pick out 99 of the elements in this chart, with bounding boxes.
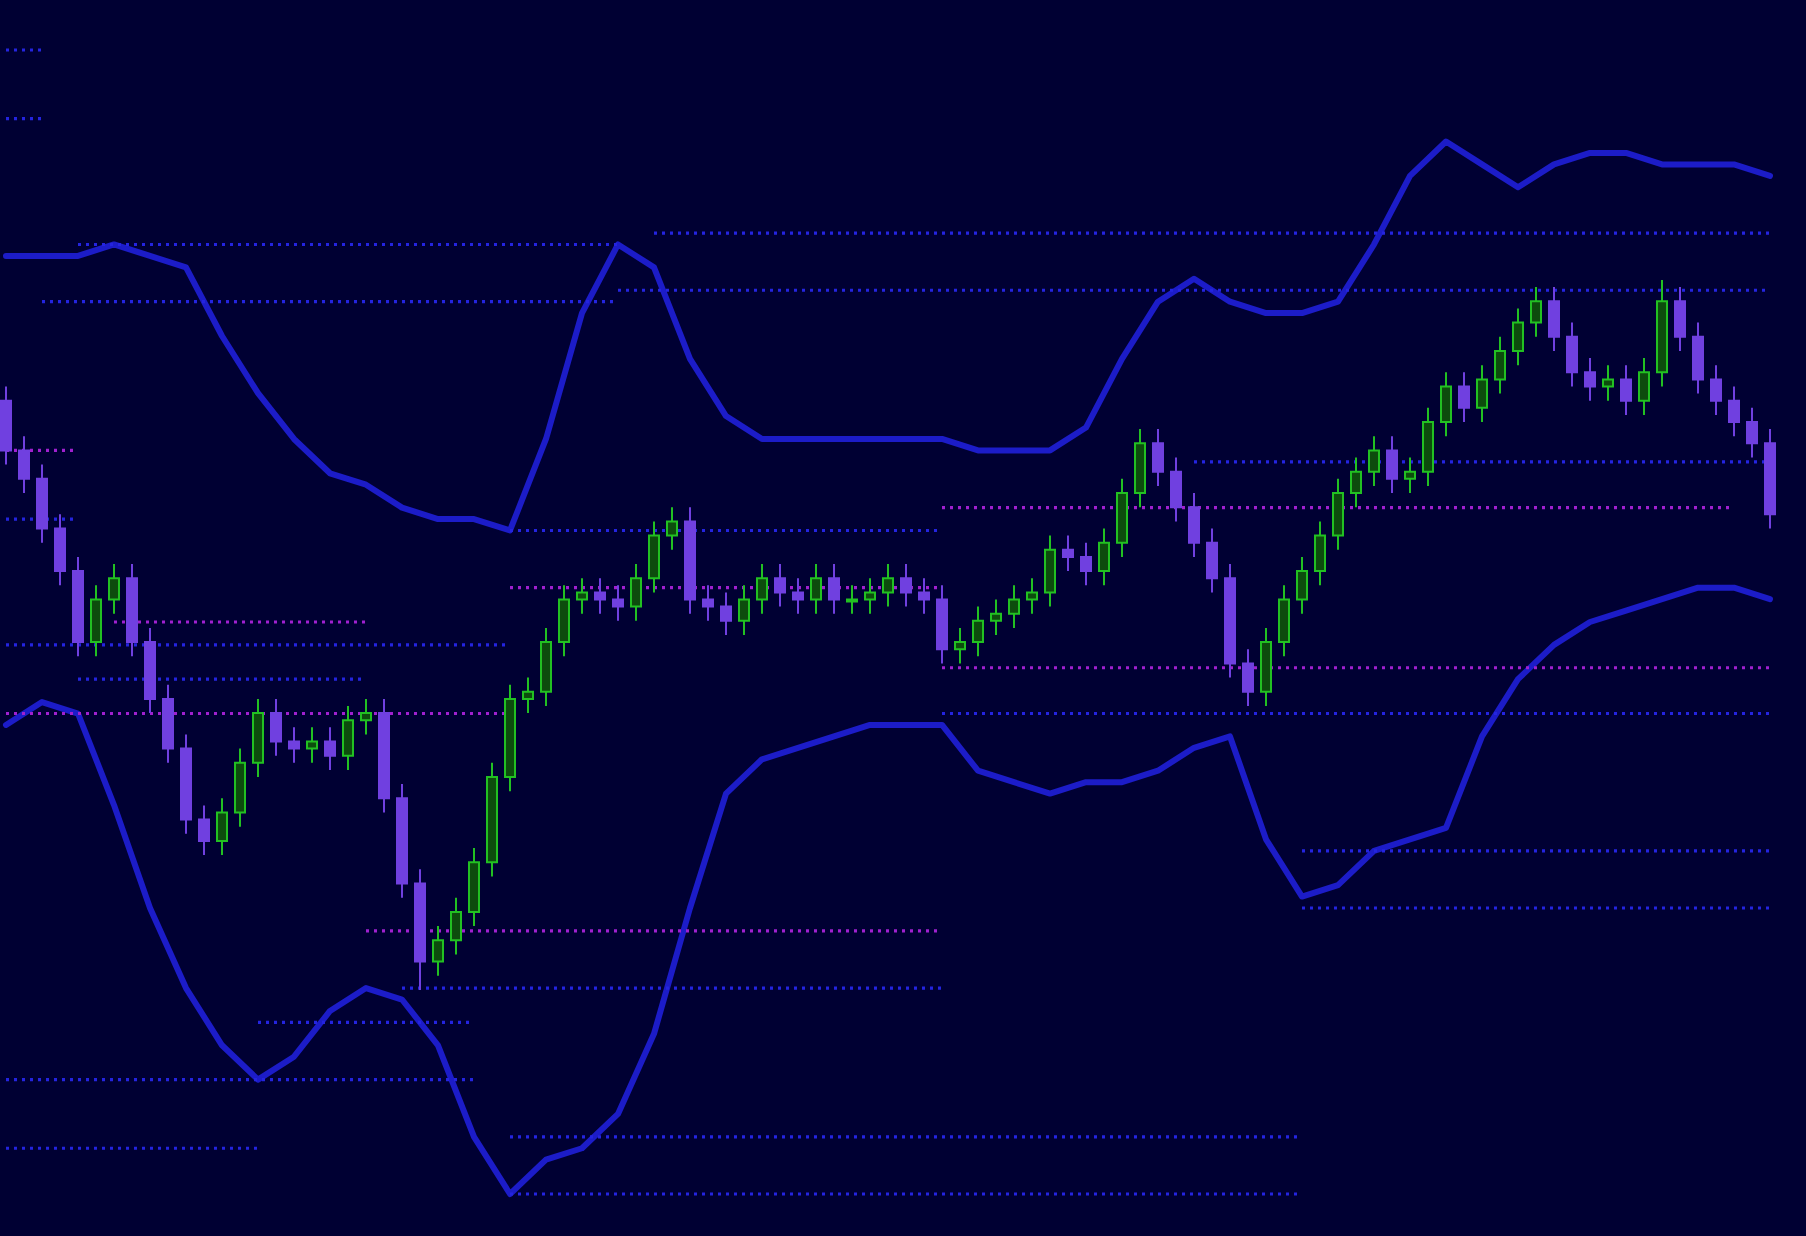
candlestick [936,584,948,665]
candlestick [198,804,210,857]
candlestick [162,683,174,764]
candlestick [1314,520,1326,587]
candlestick [1134,428,1146,509]
candlestick [1116,477,1128,558]
candlestick [648,520,660,594]
candlestick [1422,406,1434,487]
candlestick [252,697,264,778]
candlestick [792,577,804,615]
candlestick [1044,534,1056,608]
candlestick [1224,563,1236,679]
candlestick [486,761,498,878]
candlestick [144,626,156,715]
candlestick [1026,577,1038,615]
candlestick [1548,286,1560,352]
candlestick [1530,286,1542,338]
candlestick [1476,364,1488,423]
candlestick [1242,648,1254,707]
candlestick [1368,435,1380,487]
candlestick [1458,371,1470,423]
candlestick [270,697,282,757]
candlestick [1008,584,1020,629]
candlestick [1764,428,1776,530]
candlestick [234,747,246,828]
candlestick [1188,492,1200,558]
candlestick [0,385,12,466]
candlestick [396,783,408,899]
candlestick [1062,534,1074,573]
candlestick [288,726,300,764]
candlestick [1638,357,1650,416]
candlestick [972,605,984,658]
candlestick [378,697,390,814]
candlestick [594,577,606,615]
candlestick [1350,456,1362,509]
candlestick [504,683,516,793]
candlestick [1278,584,1290,658]
candlestick [180,733,192,835]
candlestick [1620,364,1632,416]
candlestick [1512,307,1524,367]
candlestick [414,868,426,991]
candlestick [1710,364,1722,416]
candlestick [522,676,534,715]
candlestick [1728,385,1740,438]
candlestick [342,705,354,771]
candlestick [1566,321,1578,388]
candlestick [306,726,318,764]
candlestick [774,563,786,608]
candlestick [882,563,894,608]
candlestick [900,563,912,608]
candlestick [450,896,462,956]
candlestick [1692,321,1704,395]
candlestick [216,797,228,857]
candlestick [1602,364,1614,402]
candlestick [1440,371,1452,438]
candlestick [1332,477,1344,551]
candlestick [432,925,444,977]
candlestick [468,847,480,928]
candlestick [684,506,696,615]
candlestick [1404,456,1416,494]
candlestick [720,591,732,636]
candlestick [990,598,1002,636]
candlestick [918,577,930,615]
candlestick [1170,456,1182,523]
candlestick [1674,286,1686,352]
candlestick [828,563,840,615]
candlestick [72,555,84,658]
candlestick [864,577,876,615]
candlestick [738,584,750,636]
candlestick [90,584,102,658]
candlestick [630,563,642,622]
candlestick [558,584,570,658]
candlestick [108,563,120,615]
candlestick [54,513,66,587]
candlestick [1386,435,1398,494]
candlestick [702,584,714,622]
candlestick [540,626,552,707]
candlestick [1494,335,1506,395]
candlestick [1206,527,1218,594]
candlestick [36,463,48,544]
candlestick [846,584,858,615]
candlestick [360,697,372,736]
candlestick [1152,428,1164,487]
candlestick [18,435,30,494]
candlestick [954,626,966,665]
candlestick [1260,626,1272,707]
candlestick [576,577,588,615]
candlestick [612,584,624,622]
candlestick [324,726,336,771]
candlestick [126,563,138,658]
candlestick [1656,279,1668,388]
candlestick [756,563,768,615]
candlestick [666,506,678,551]
candlestick [1584,357,1596,402]
candlestick [810,563,822,615]
candlestick [1098,527,1110,587]
candlestick [1746,406,1758,459]
candlestick [1080,541,1092,587]
candlestick [1296,555,1308,615]
